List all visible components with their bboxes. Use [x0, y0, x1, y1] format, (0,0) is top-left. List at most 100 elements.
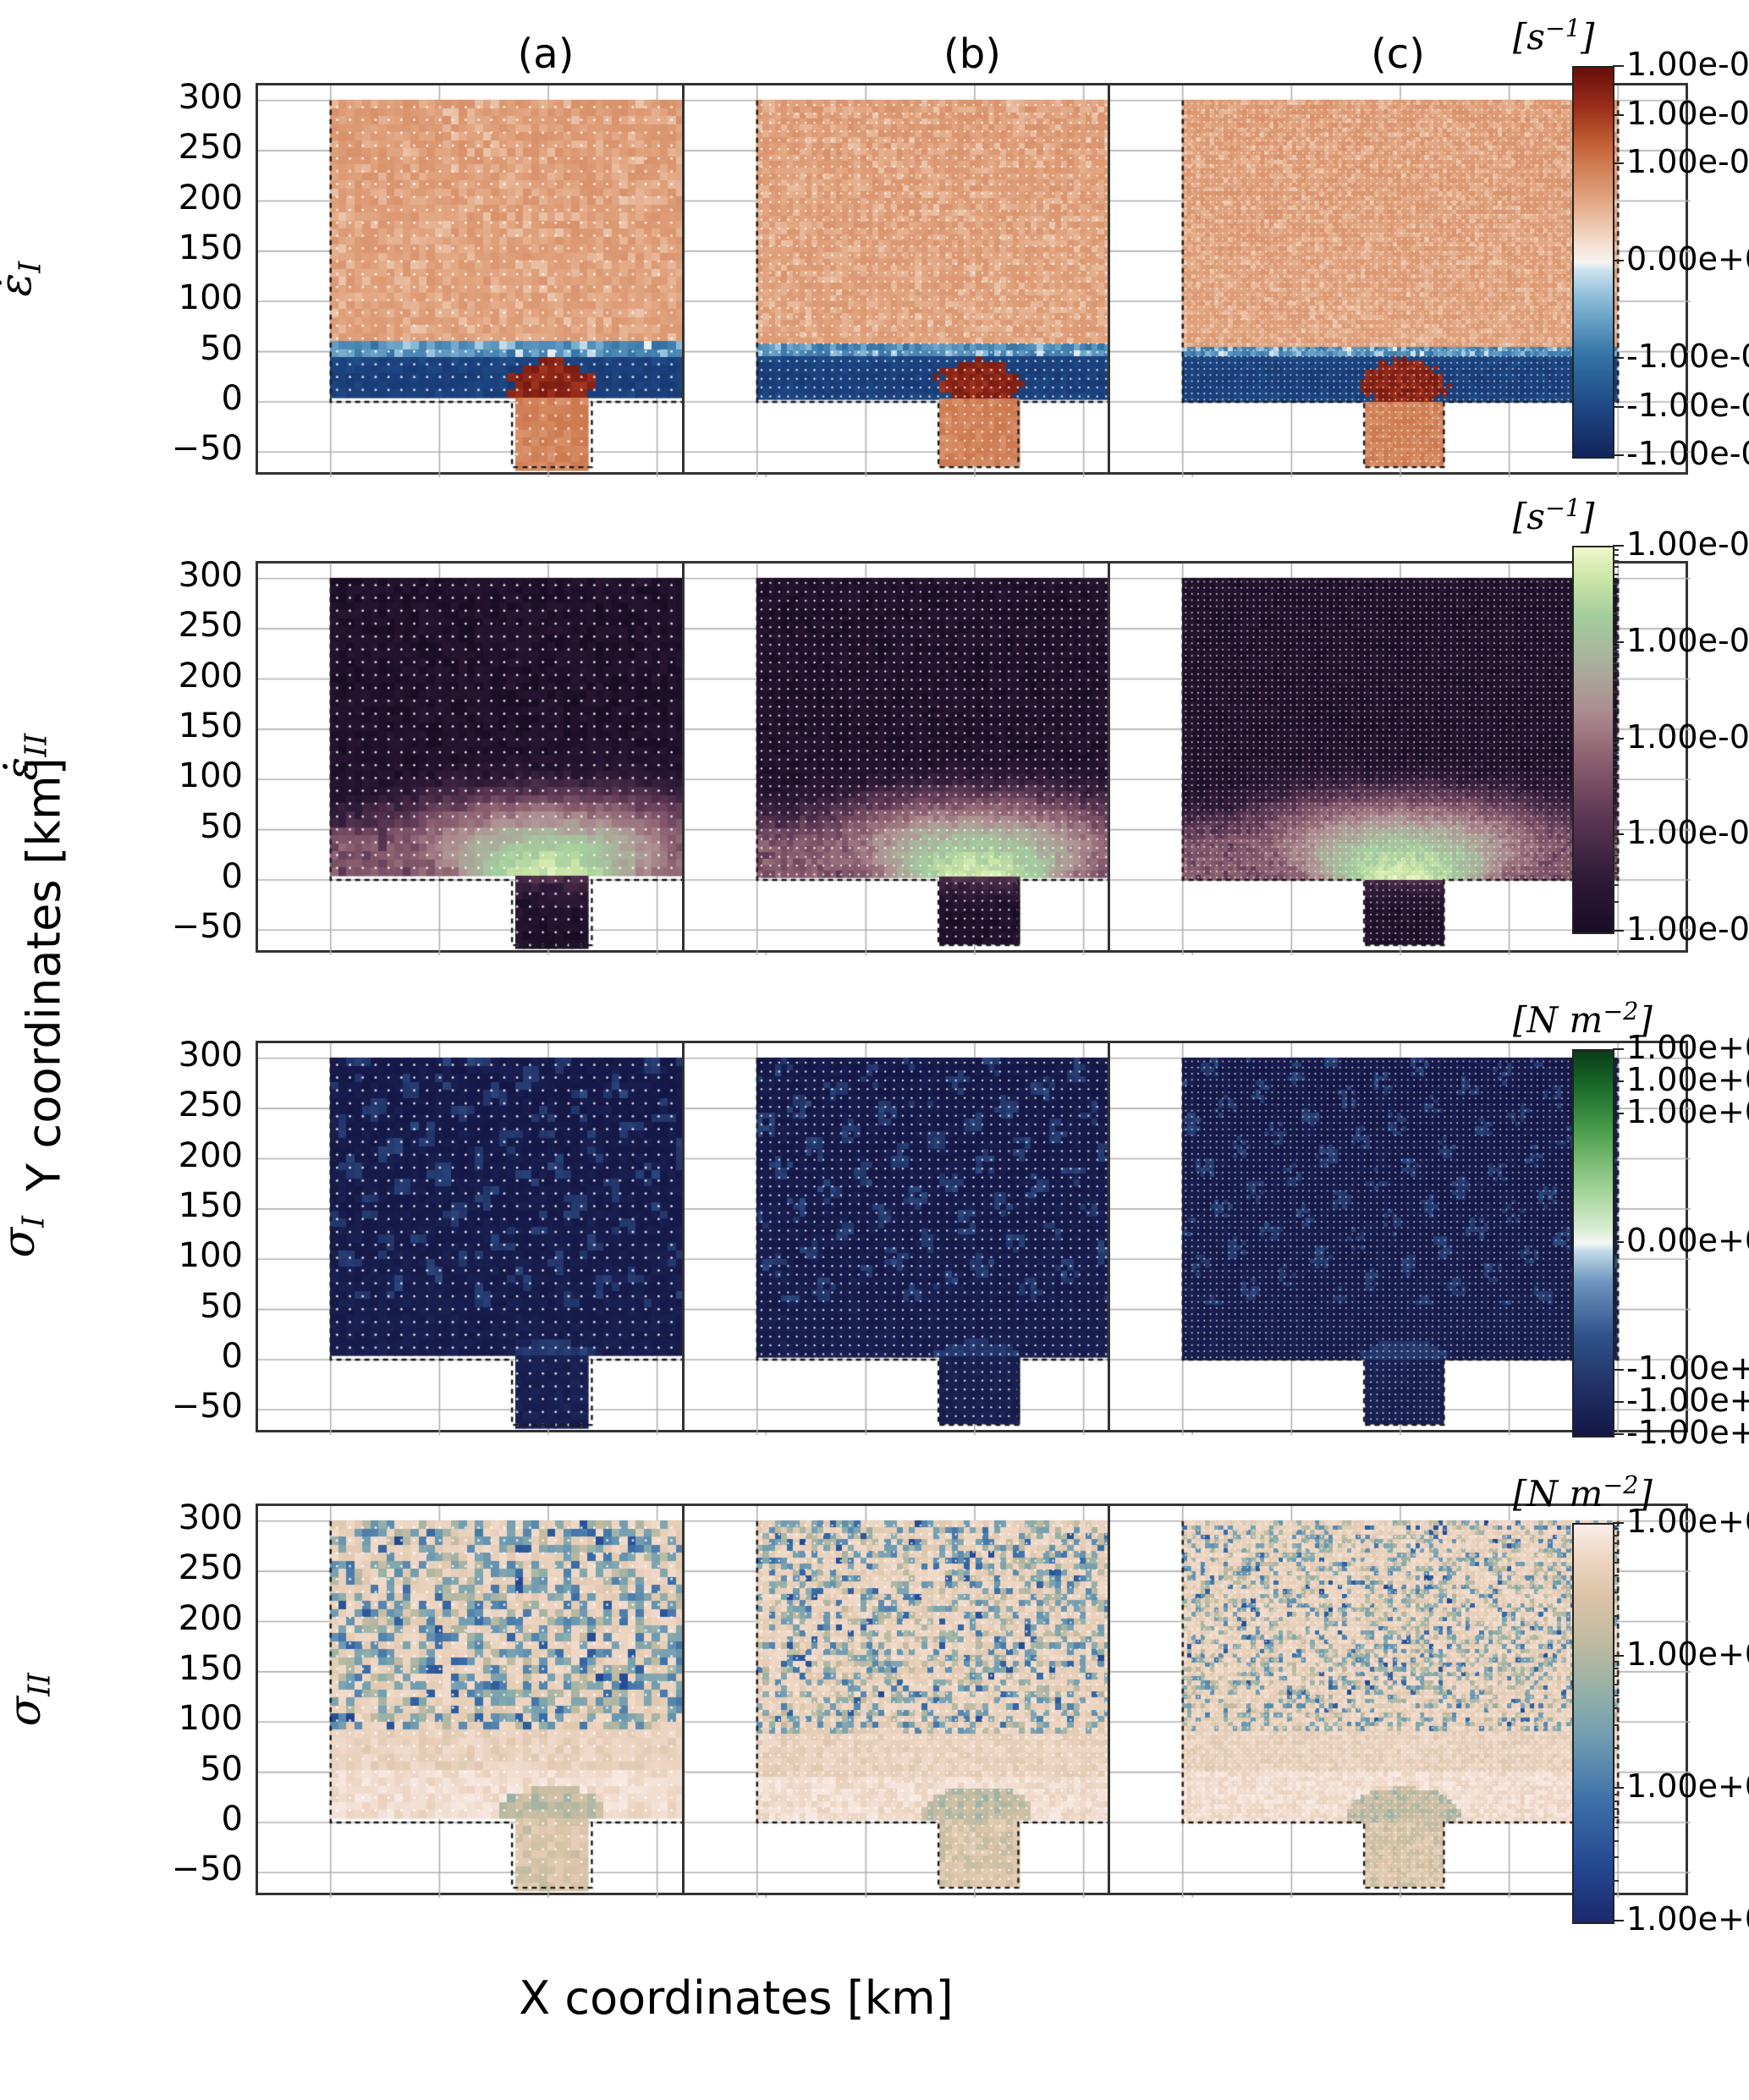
y-tick-label: 250	[178, 128, 243, 168]
colorbar-tick-label: 1.00e+02	[1626, 1092, 1749, 1130]
y-tick-label: 100	[178, 1699, 243, 1739]
colorbar-minor-tick	[1613, 766, 1619, 768]
row-variable-label-1: ε̇I	[0, 261, 48, 296]
colorbar-tick-mark	[1613, 1522, 1624, 1524]
colorbar-minor-tick	[1613, 758, 1619, 761]
colorbar-minor-tick	[1613, 662, 1619, 664]
colorbar-tick-mark	[1613, 1240, 1624, 1243]
colorbar-tick-label: 0.00e+00	[1626, 240, 1749, 278]
y-tick-label: 150	[178, 1648, 243, 1688]
colorbar-unit-exponent: −2	[1603, 1471, 1639, 1499]
row-variable-symbol: σ	[0, 1227, 45, 1257]
y-tick-label: 150	[178, 228, 243, 267]
colorbar-tick-label: -1.00e-07	[1626, 338, 1749, 375]
colorbar-gradient	[1574, 1051, 1613, 1436]
colorbar-minor-tick	[1613, 549, 1619, 552]
colorbar-tick-label: -1.00e-05	[1626, 435, 1749, 472]
colorbar-minor-tick	[1613, 595, 1619, 597]
y-tick-label: 50	[200, 1286, 243, 1326]
colorbar-minor-tick	[1613, 883, 1619, 886]
row-variable-label-2: ε̇II	[0, 733, 54, 780]
colorbar-minor-tick	[1613, 1747, 1619, 1750]
column-title-a: (a)	[517, 30, 575, 78]
y-tick-label: −50	[171, 1387, 243, 1427]
colorbar-minor-tick	[1613, 574, 1619, 576]
colorbar-unit-close: ]	[1581, 16, 1595, 58]
colorbar-minor-tick	[1613, 1817, 1619, 1819]
y-tick-label: 200	[178, 1598, 243, 1638]
colorbar-tick-mark	[1613, 1920, 1624, 1921]
colorbar-minor-tick	[1613, 708, 1619, 711]
colorbar-unit-label-3: [N m−2]	[1513, 997, 1653, 1041]
colorbar-tick-mark	[1613, 405, 1624, 408]
row-variable-label-3: σI	[0, 1215, 51, 1256]
colorbar-3	[1572, 1049, 1614, 1438]
colorbar-tick-mark	[1613, 545, 1624, 547]
colorbar-tick-label: -1.00e-06	[1626, 386, 1749, 424]
colorbar-tick-label: 1.00e-05	[1626, 46, 1749, 83]
row-variable-label-4: σII	[0, 1672, 57, 1725]
colorbar-tick-mark	[1613, 1048, 1624, 1050]
colorbar-tick-mark	[1613, 65, 1624, 67]
colorbar-tick-mark	[1613, 1369, 1624, 1372]
colorbar-tick-mark	[1613, 1401, 1624, 1404]
colorbar-minor-tick	[1613, 1723, 1619, 1726]
colorbar-minor-tick	[1613, 1856, 1619, 1859]
colorbar-minor-tick	[1613, 1551, 1619, 1553]
colorbar-minor-tick	[1613, 1707, 1619, 1709]
y-tick-label: −50	[171, 907, 243, 947]
colorbar-minor-tick	[1613, 1535, 1619, 1537]
column-title-c: (c)	[1371, 30, 1425, 78]
row-variable-subscript: II	[19, 733, 54, 757]
colorbar-tick-mark	[1613, 1112, 1624, 1114]
colorbar-tick-label: 1.00e-06	[1626, 94, 1749, 132]
y-tick-label: 250	[178, 606, 243, 646]
colorbar-minor-tick	[1613, 1879, 1619, 1882]
colorbar-tick-label: 1.00e-08	[1626, 910, 1749, 948]
colorbar-minor-tick	[1613, 752, 1619, 755]
colorbar-tick-label: -1.00e+04	[1626, 1414, 1749, 1451]
colorbar-minor-tick	[1613, 1614, 1619, 1617]
colorbar-minor-tick	[1613, 669, 1619, 672]
colorbar-1	[1572, 66, 1614, 459]
y-tick-label: −50	[171, 429, 243, 469]
colorbar-minor-tick	[1613, 1839, 1619, 1842]
y-tick-label: 50	[200, 806, 243, 846]
colorbar-minor-tick	[1613, 1827, 1619, 1829]
y-tick-label: 100	[178, 278, 243, 318]
colorbar-tick-mark	[1613, 260, 1624, 261]
colorbar-tick-mark	[1613, 1080, 1624, 1082]
y-tick-label: 300	[178, 555, 243, 595]
colorbar-tick-mark	[1613, 1787, 1624, 1789]
colorbar-unit-exponent: −1	[1544, 14, 1581, 42]
colorbar-tick-mark	[1613, 833, 1624, 836]
colorbar-tick-mark	[1613, 1654, 1624, 1657]
colorbar-minor-tick	[1613, 1793, 1619, 1795]
colorbar-tick-label: 1.00e+04	[1626, 1503, 1749, 1540]
y-tick-label: 250	[178, 1548, 243, 1588]
colorbar-tick-mark	[1613, 113, 1624, 116]
colorbar-minor-tick	[1613, 554, 1619, 557]
colorbar-tick-mark	[1613, 357, 1624, 359]
colorbar-minor-tick	[1613, 656, 1619, 658]
y-tick-label: 300	[178, 1498, 243, 1537]
colorbar-minor-tick	[1613, 1807, 1619, 1810]
colorbar-unit-exponent: −2	[1603, 997, 1639, 1025]
colorbar-tick-mark	[1613, 640, 1624, 643]
colorbar-unit-base: [N m	[1513, 1473, 1603, 1515]
colorbar-minor-tick	[1613, 1660, 1619, 1663]
colorbar-minor-tick	[1613, 787, 1619, 789]
colorbar-minor-tick	[1613, 691, 1619, 694]
colorbar-unit-label-1: [s−1]	[1513, 14, 1594, 58]
y-tick-label: 50	[200, 328, 243, 368]
colorbar-minor-tick	[1613, 679, 1619, 682]
colorbar-minor-tick	[1613, 1575, 1619, 1577]
y-tick-label: 100	[178, 1236, 243, 1276]
colorbar-tick-label: 1.00e+03	[1626, 1060, 1749, 1098]
row-variable-subscript: I	[16, 1215, 52, 1228]
colorbar-minor-tick	[1613, 1667, 1619, 1669]
colorbar-unit-close: ]	[1581, 496, 1595, 537]
y-tick-label: 200	[178, 656, 243, 695]
y-tick-label: 50	[200, 1749, 243, 1789]
